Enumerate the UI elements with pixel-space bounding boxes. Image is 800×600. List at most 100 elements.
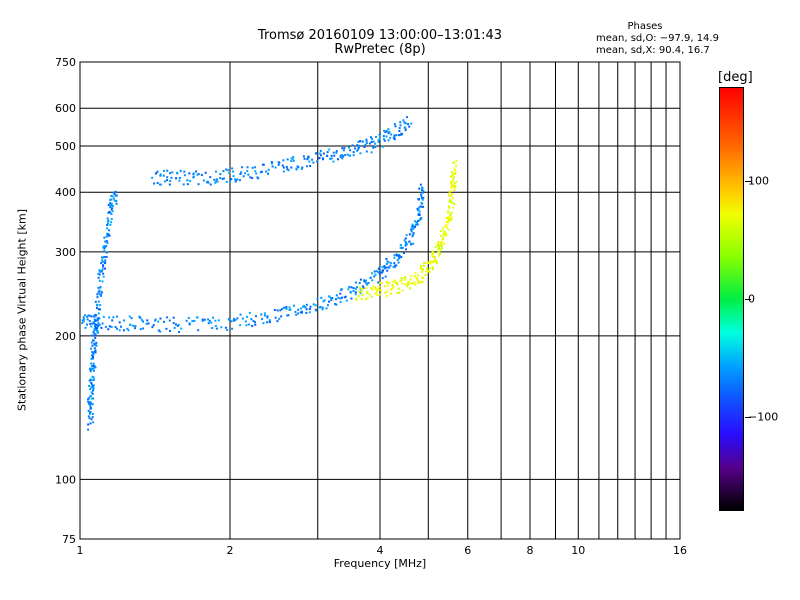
phase-point (399, 124, 402, 127)
phase-point (448, 206, 451, 209)
phase-point (325, 307, 328, 310)
phase-point (378, 285, 381, 288)
colorbar-unit: [deg] (718, 70, 753, 85)
phase-point (89, 322, 92, 325)
phase-point (105, 232, 108, 235)
phase-point (394, 264, 397, 267)
phase-point (370, 140, 373, 143)
phase-point (109, 202, 112, 205)
phase-point (309, 164, 312, 167)
phase-point (104, 240, 107, 243)
phase-point (90, 357, 93, 360)
phase-point (429, 262, 432, 265)
phase-point (97, 272, 100, 275)
phase-point (96, 317, 99, 320)
phase-point (452, 206, 455, 209)
phase-point (405, 116, 408, 119)
phase-point (94, 343, 97, 346)
phase-point (172, 322, 175, 325)
phase-point (90, 362, 93, 365)
phase-point (134, 325, 137, 328)
phase-point (355, 297, 358, 300)
phase-point (162, 170, 165, 173)
phase-point (366, 297, 369, 300)
phase-point (404, 278, 407, 281)
phase-point (393, 138, 396, 141)
phase-point (414, 272, 417, 275)
colorbar-tick (745, 299, 751, 300)
y-tick-label: 200 (55, 330, 76, 343)
phase-point (450, 194, 453, 197)
phase-point (105, 255, 108, 258)
phase-point (366, 283, 369, 286)
phase-point (193, 319, 196, 322)
phase-point (450, 174, 453, 177)
phase-point (108, 229, 111, 232)
phase-point (335, 151, 338, 154)
phase-point (232, 317, 235, 320)
phase-point (139, 316, 142, 319)
phase-point (183, 174, 186, 177)
phase-point (354, 291, 357, 294)
phase-point (311, 158, 314, 161)
phase-point (99, 286, 102, 289)
phase-point (404, 237, 407, 240)
phase-point (426, 270, 429, 273)
phase-point (292, 156, 295, 159)
phase-point (118, 329, 121, 332)
phase-point (256, 176, 259, 179)
phase-point (93, 328, 96, 331)
phase-point (216, 180, 219, 183)
phase-point (89, 388, 92, 391)
phase-point (318, 157, 321, 160)
phase-point (168, 183, 171, 186)
phase-point (91, 322, 94, 325)
phase-point (380, 289, 383, 292)
phase-point (212, 316, 215, 319)
phase-point (440, 241, 443, 244)
phase-point (113, 199, 116, 202)
phase-point (104, 259, 107, 262)
phase-point (214, 180, 217, 183)
phase-point (101, 322, 104, 325)
phase-point (399, 133, 402, 136)
phase-point (395, 134, 398, 137)
phase-point (389, 136, 392, 139)
phase-point (450, 216, 453, 219)
phase-point (404, 241, 407, 244)
phase-point (404, 243, 407, 246)
phase-point (417, 274, 420, 277)
phase-point (371, 288, 374, 291)
phase-point (447, 211, 450, 214)
phase-point (89, 402, 92, 405)
phase-point (369, 276, 372, 279)
phase-point (367, 282, 370, 285)
phase-point (360, 297, 363, 300)
phase-point (399, 244, 402, 247)
y-tick-label: 500 (55, 140, 76, 153)
phase-point (96, 324, 99, 327)
phase-point (103, 245, 106, 248)
phase-point (94, 349, 97, 352)
phase-point (230, 320, 233, 323)
phase-point (290, 160, 293, 163)
phase-point (312, 161, 315, 164)
phase-point (364, 143, 367, 146)
phase-point (100, 326, 103, 329)
phase-point (178, 331, 181, 334)
phase-point (159, 317, 162, 320)
phase-point (358, 144, 361, 147)
phase-point (376, 293, 379, 296)
phase-point (408, 125, 411, 128)
phase-point (432, 251, 435, 254)
phase-point (357, 295, 360, 298)
phase-point (384, 275, 387, 278)
phase-point (261, 318, 264, 321)
phase-point (414, 275, 417, 278)
phase-point (93, 316, 96, 319)
phase-point (365, 150, 368, 153)
phase-point (451, 197, 454, 200)
phase-point (180, 327, 183, 330)
phase-point (422, 189, 425, 192)
phase-point (108, 316, 111, 319)
